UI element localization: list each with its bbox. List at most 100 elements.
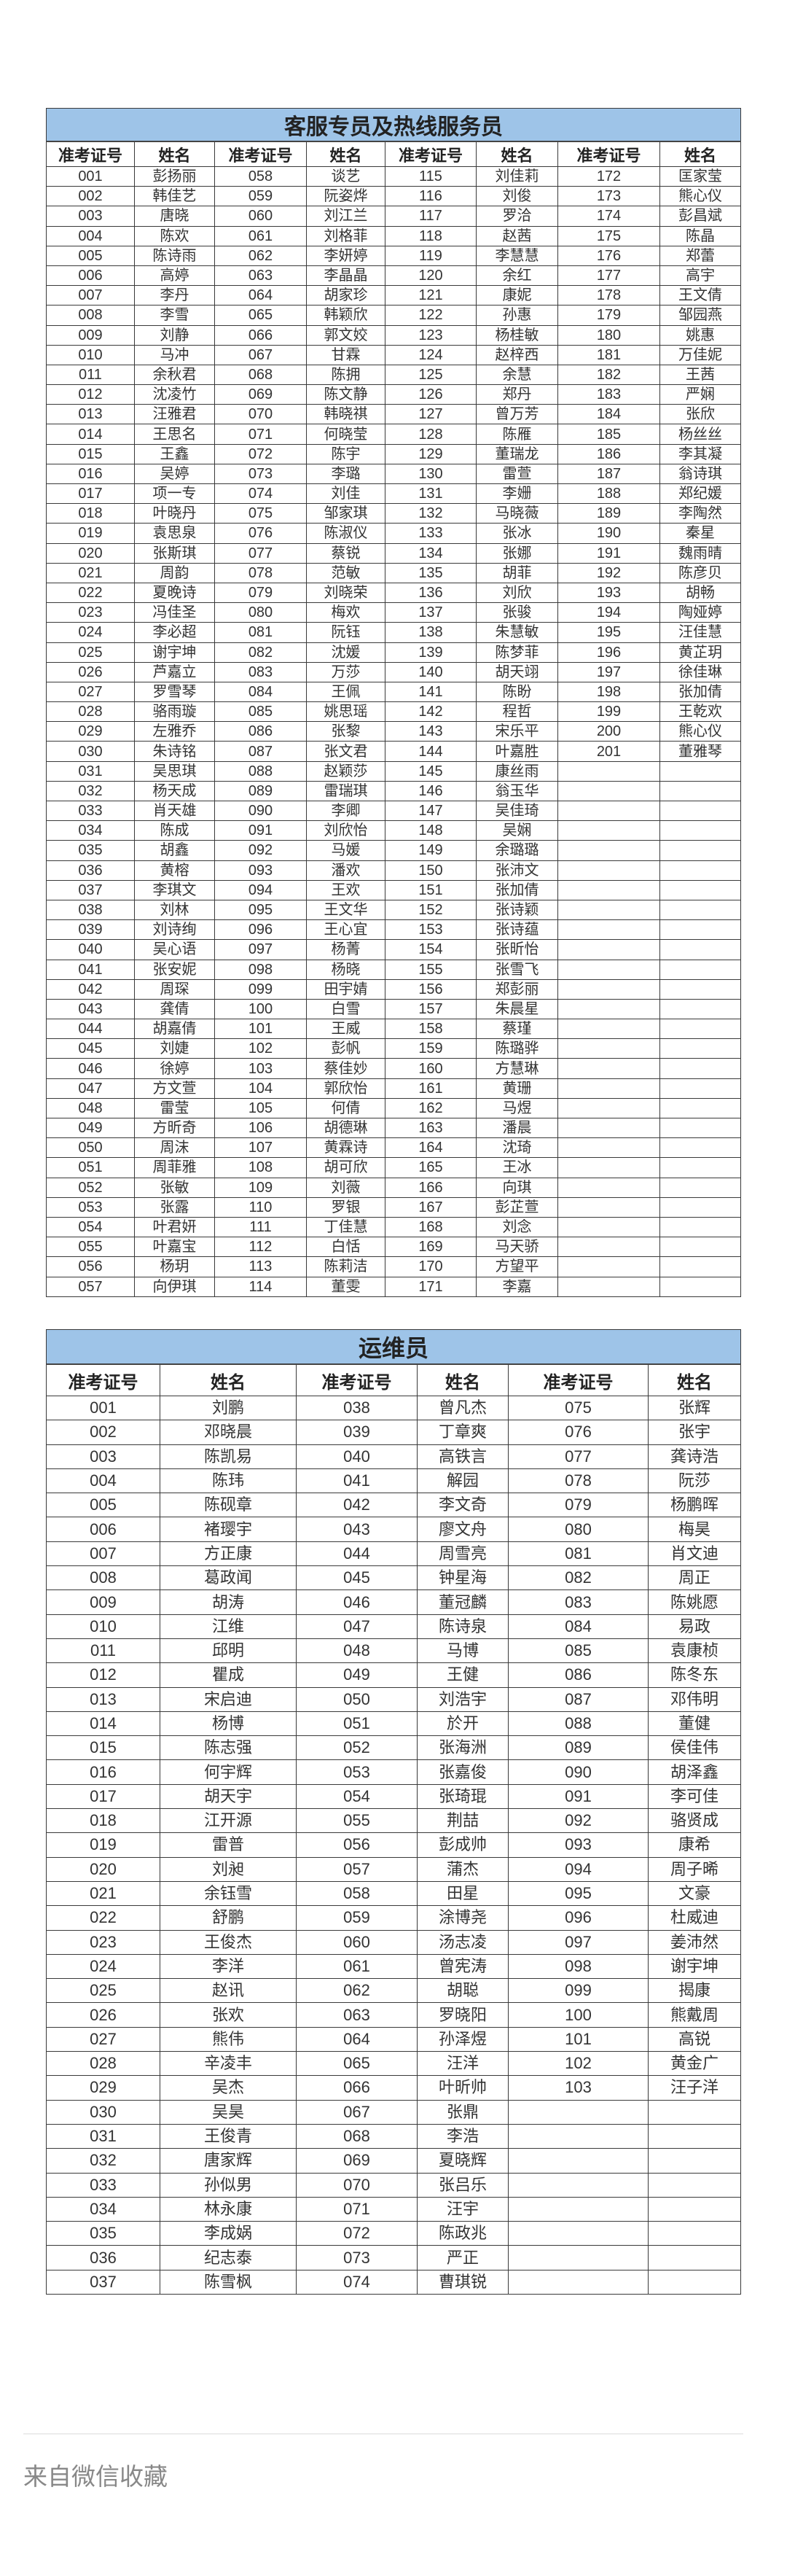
name-cell: 彭成帅 — [417, 1832, 509, 1858]
exam-id-cell: 106 — [214, 1117, 307, 1139]
exam-id-cell: 081 — [214, 622, 307, 643]
name-cell — [659, 820, 741, 841]
table-row: 011 邱明 048 马博 085 袁康桢 — [46, 1638, 742, 1664]
name-cell: 刘林 — [134, 899, 215, 921]
table-row: 035 李成娲 072 陈政兆 — [46, 2221, 742, 2246]
exam-id-cell — [557, 899, 660, 921]
exam-id-cell: 069 — [296, 2148, 418, 2174]
exam-id-cell: 084 — [214, 681, 307, 703]
exam-id-cell: 025 — [46, 1978, 160, 2004]
exam-id-cell: 102 — [508, 2051, 649, 2077]
exam-id-cell — [557, 1196, 660, 1218]
name-cell: 秦星 — [659, 523, 741, 544]
exam-id-cell: 065 — [214, 305, 307, 326]
name-cell: 刘佳莉 — [476, 166, 558, 187]
exam-id-cell — [508, 2148, 649, 2174]
name-cell: 刘诗绚 — [134, 919, 215, 941]
exam-id-cell: 149 — [385, 840, 477, 861]
exam-id-cell: 056 — [46, 1256, 135, 1277]
name-cell: 陈拥 — [306, 364, 385, 386]
name-cell: 刘静 — [134, 324, 215, 346]
exam-id-cell: 052 — [296, 1735, 418, 1761]
name-cell: 田星 — [417, 1880, 509, 1907]
name-cell: 林永康 — [160, 2196, 297, 2222]
exam-id-cell: 143 — [385, 721, 477, 742]
name-cell: 吴娴 — [476, 820, 558, 841]
exam-id-cell: 174 — [557, 206, 660, 227]
exam-id-cell: 133 — [385, 523, 477, 544]
exam-id-cell: 101 — [508, 2026, 649, 2052]
exam-id-cell — [557, 1137, 660, 1159]
name-cell — [659, 1196, 741, 1218]
name-cell: 刘俊 — [476, 186, 558, 207]
name-cell: 张敏 — [134, 1177, 215, 1198]
name-cell: 朱慧敏 — [476, 622, 558, 643]
name-cell: 方慧琳 — [476, 1058, 558, 1079]
exam-id-cell — [557, 760, 660, 782]
name-cell: 马博 — [417, 1638, 509, 1664]
exam-id-cell: 199 — [557, 701, 660, 723]
name-cell: 董冠麟 — [417, 1589, 509, 1615]
exam-id-cell: 078 — [508, 1468, 649, 1494]
exam-id-cell: 186 — [557, 443, 660, 464]
table-row: 031 王俊青 068 李浩 — [46, 2123, 742, 2149]
name-cell: 徐佳琳 — [659, 661, 741, 682]
name-cell: 李浩 — [417, 2123, 509, 2149]
name-cell: 唐家辉 — [160, 2148, 297, 2174]
table-row: 037 陈雪枫 074 曹琪锐 — [46, 2269, 742, 2295]
exam-id-cell: 086 — [214, 721, 307, 742]
exam-id-cell: 152 — [385, 899, 477, 921]
exam-id-cell: 090 — [214, 800, 307, 822]
name-cell: 阮钰 — [306, 622, 385, 643]
name-cell: 唐晓 — [134, 206, 215, 227]
exam-id-cell: 103 — [508, 2075, 649, 2101]
exam-id-cell: 170 — [385, 1256, 477, 1277]
name-cell: 潘晨 — [476, 1117, 558, 1139]
exam-id-cell: 097 — [508, 1929, 649, 1955]
name-cell: 余秋君 — [134, 364, 215, 386]
exam-id-cell — [557, 780, 660, 802]
table-row: 010 江维 047 陈诗泉 084 易政 — [46, 1614, 742, 1639]
exam-id-cell: 180 — [557, 324, 660, 346]
table-title: 运维员 — [45, 1329, 742, 1365]
exam-id-cell: 072 — [296, 2221, 418, 2246]
exam-id-cell: 142 — [385, 701, 477, 723]
name-cell: 张沛文 — [476, 860, 558, 881]
name-cell: 王心宜 — [306, 919, 385, 941]
exam-id-cell: 113 — [214, 1256, 307, 1277]
exam-id-cell: 062 — [214, 245, 307, 266]
exam-id-cell: 145 — [385, 760, 477, 782]
name-cell: 杨天成 — [134, 780, 215, 802]
name-cell: 沈媛 — [306, 642, 385, 663]
exam-id-cell: 017 — [46, 483, 135, 505]
table-row: 047 方文萱 104 郭欣怡 161 黄珊 — [46, 1078, 741, 1099]
name-cell: 骆贤成 — [647, 1808, 742, 1834]
name-cell: 张宇 — [647, 1420, 742, 1445]
table-row: 028 骆雨璇 085 姚思瑶 142 程哲 199 王乾欢 — [46, 701, 741, 723]
exam-id-cell: 045 — [296, 1565, 418, 1591]
exam-id-cell: 059 — [296, 1905, 418, 1931]
table-row: 041 张安妮 098 杨晓 155 张雪飞 — [46, 959, 741, 980]
name-cell: 陈彦贝 — [659, 562, 741, 583]
name-cell: 彭扬丽 — [134, 166, 215, 187]
exam-id-cell — [557, 978, 660, 1000]
exam-id-cell: 139 — [385, 642, 477, 663]
name-cell: 杨博 — [160, 1711, 297, 1737]
exam-id-cell: 063 — [296, 2002, 418, 2028]
name-cell — [659, 1019, 741, 1040]
name-cell: 江开源 — [160, 1808, 297, 1834]
table-row: 025 谢宇坤 082 沈媛 139 陈梦菲 196 黄芷玥 — [46, 642, 741, 663]
exam-id-cell: 181 — [557, 344, 660, 365]
name-cell: 余钰雪 — [160, 1880, 297, 1907]
name-cell: 张安妮 — [134, 959, 215, 980]
name-cell: 刘婕 — [134, 1038, 215, 1059]
name-cell: 万佳妮 — [659, 344, 741, 365]
name-cell: 孙惠 — [476, 305, 558, 326]
name-cell: 陈诗泉 — [417, 1614, 509, 1639]
id-header: 准考证号 — [557, 141, 660, 167]
name-cell: 彭帆 — [306, 1038, 385, 1059]
name-cell: 李晶晶 — [306, 265, 385, 287]
exam-id-cell: 019 — [46, 1832, 160, 1858]
name-cell: 熊伟 — [160, 2026, 297, 2052]
name-cell: 梅昊 — [647, 1517, 742, 1542]
